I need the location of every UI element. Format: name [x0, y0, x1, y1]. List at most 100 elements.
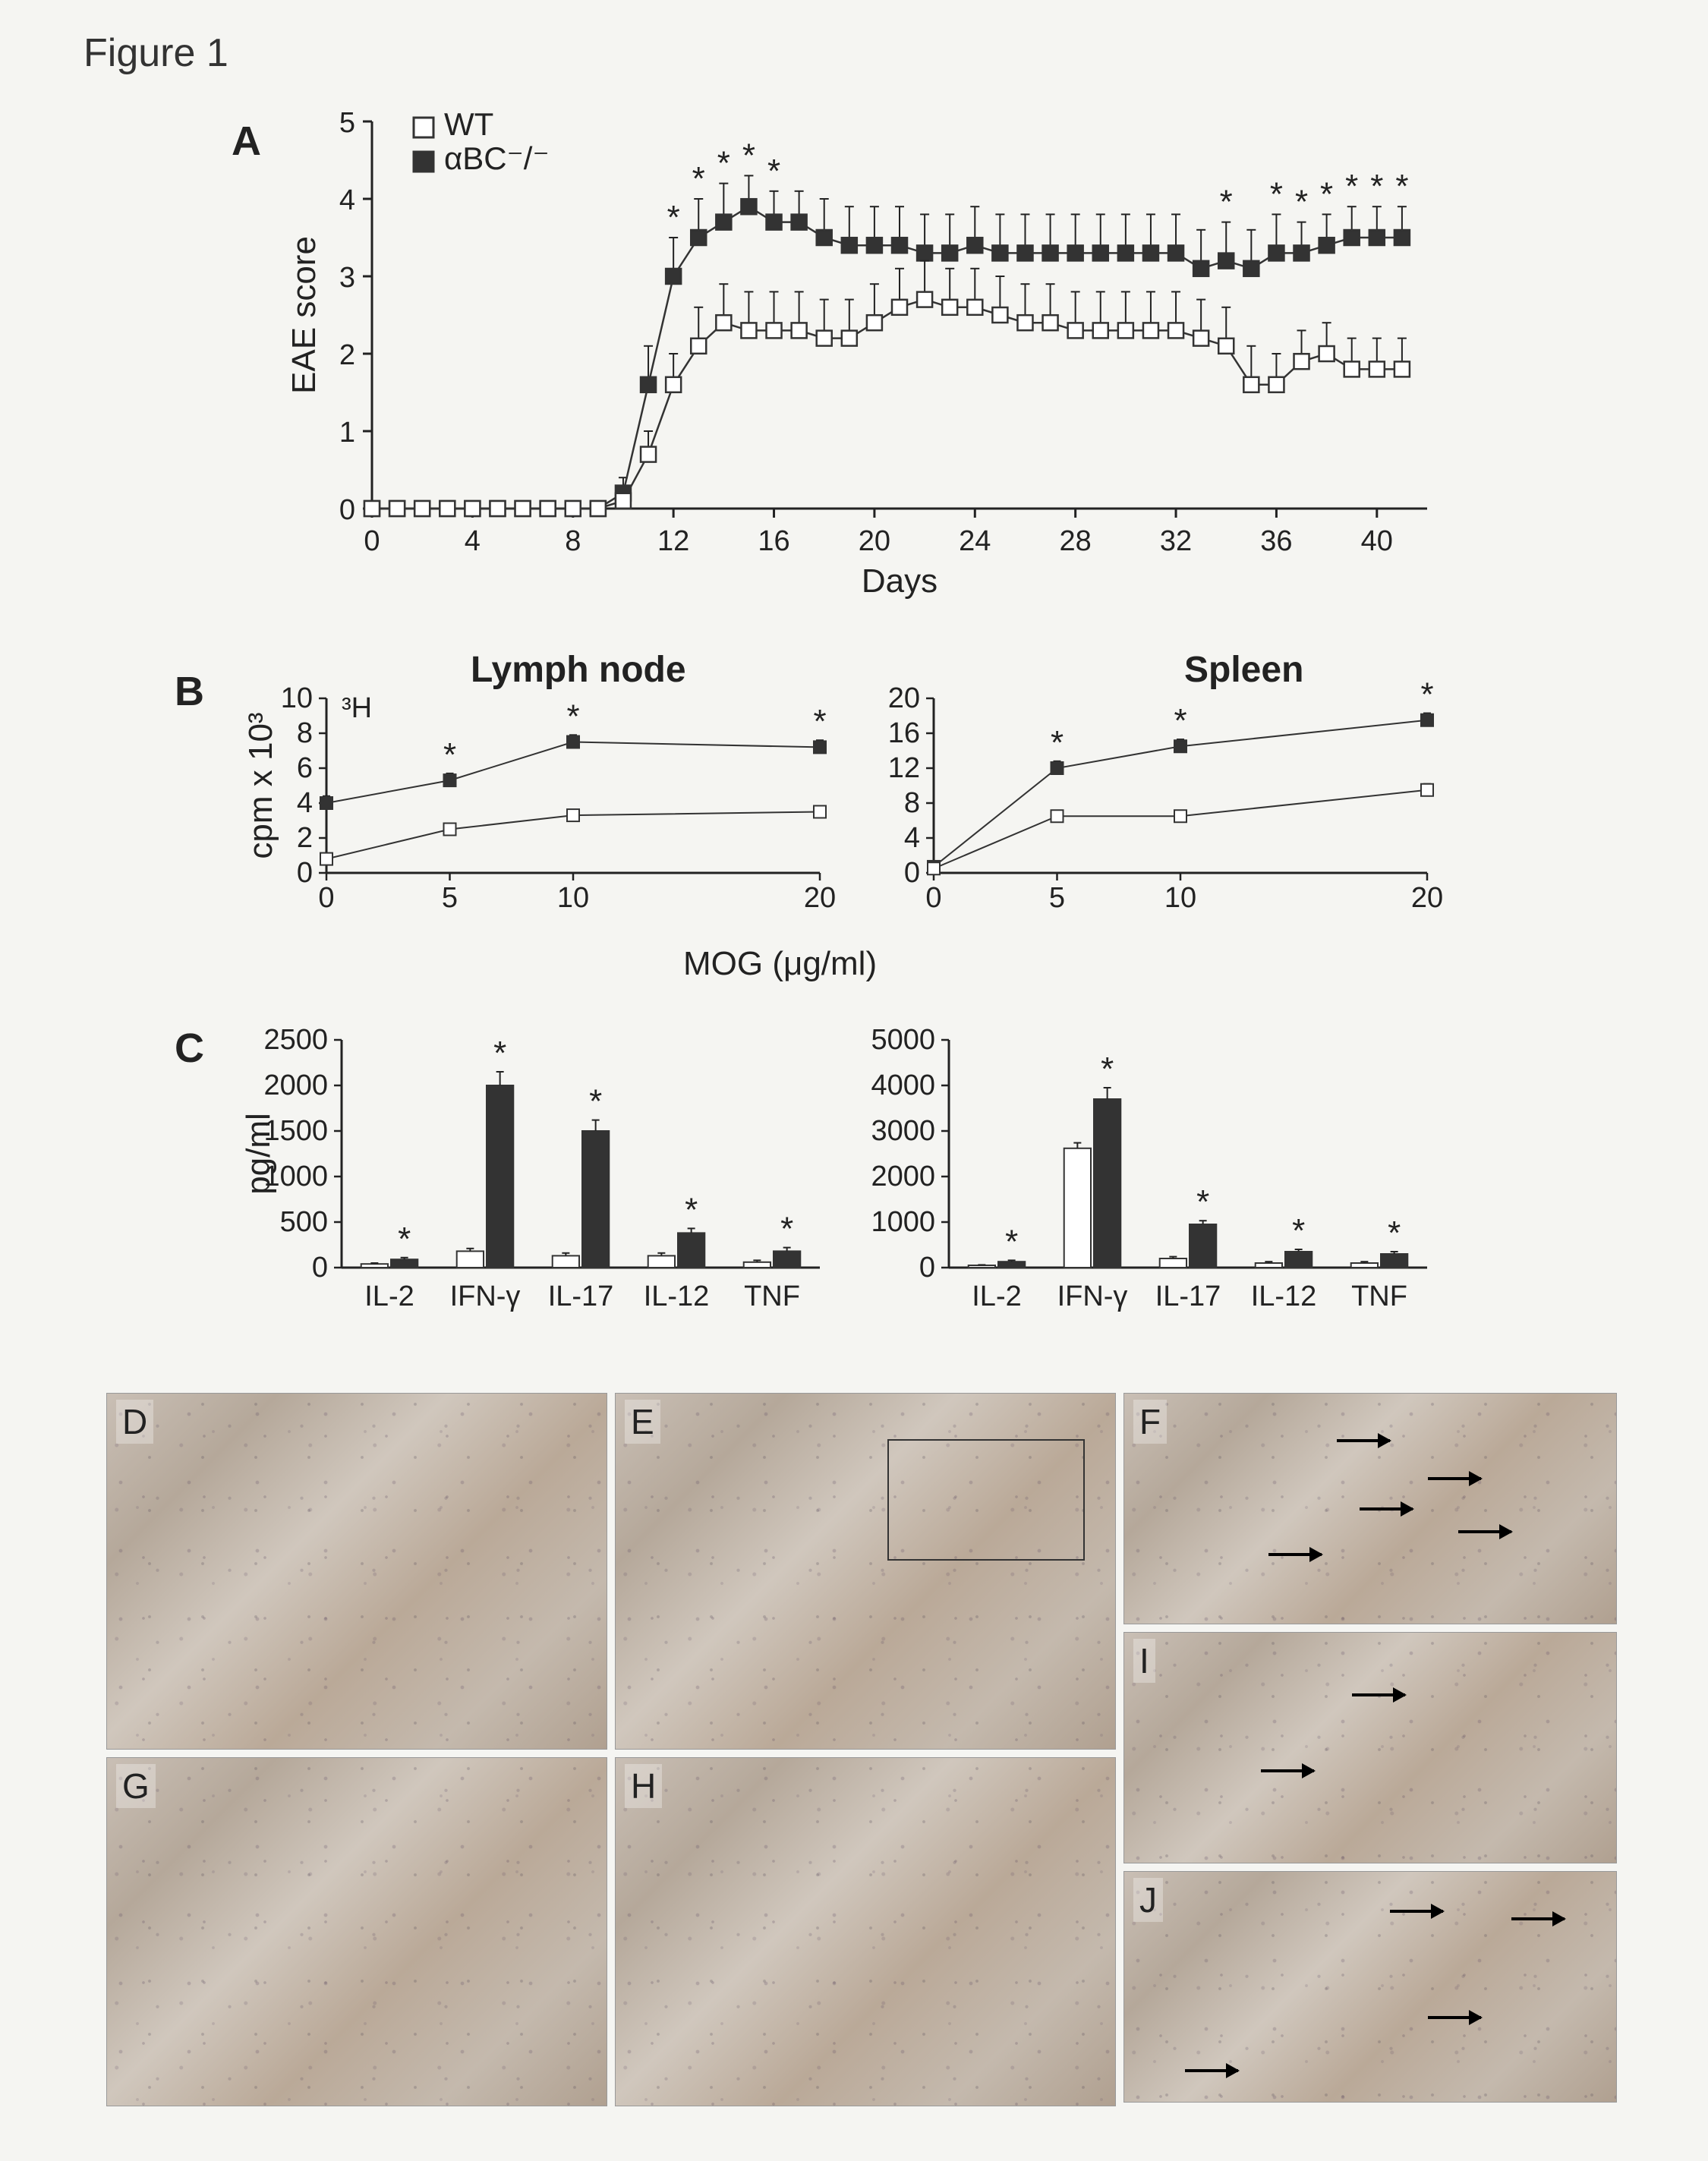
histology-panel-e: E — [615, 1393, 1116, 1750]
svg-text:20: 20 — [859, 525, 890, 557]
svg-text:TNF: TNF — [1351, 1281, 1407, 1312]
svg-text:10: 10 — [281, 682, 313, 714]
svg-text:*: * — [1220, 184, 1233, 221]
histology-label-g: G — [116, 1764, 156, 1808]
svg-text:*: * — [685, 1191, 698, 1228]
svg-text:12: 12 — [888, 752, 920, 784]
panel-c-label: C — [175, 1025, 204, 1072]
svg-text:IL-2: IL-2 — [364, 1281, 414, 1312]
arrow-icon — [1352, 1693, 1405, 1696]
svg-text:36: 36 — [1260, 525, 1292, 557]
svg-text:IL-17: IL-17 — [1155, 1281, 1221, 1312]
svg-text:16: 16 — [758, 525, 789, 557]
inset-box — [887, 1439, 1085, 1561]
svg-text:cpm x 10³: cpm x 10³ — [242, 712, 279, 858]
svg-text:0: 0 — [297, 857, 313, 889]
histology-panel-j: J — [1123, 1871, 1617, 2103]
svg-text:0: 0 — [364, 525, 380, 557]
panel-a-chart: 0123450481216202428323640EAE scoreDays**… — [288, 99, 1442, 600]
svg-text:4: 4 — [904, 822, 920, 854]
svg-text:4: 4 — [297, 787, 313, 819]
svg-text:1: 1 — [339, 417, 355, 449]
svg-text:8: 8 — [565, 525, 581, 557]
svg-text:5: 5 — [1049, 882, 1065, 914]
figure-title: Figure 1 — [84, 30, 228, 76]
histology-label-i: I — [1133, 1639, 1155, 1683]
histology-panel-h: H — [615, 1757, 1116, 2106]
svg-text:*: * — [1051, 724, 1064, 761]
svg-text:6: 6 — [297, 752, 313, 784]
svg-text:16: 16 — [888, 717, 920, 749]
svg-text:500: 500 — [280, 1206, 328, 1238]
svg-text:EAE score: EAE score — [285, 236, 323, 394]
svg-text:4: 4 — [465, 525, 481, 557]
histology-label-d: D — [116, 1400, 153, 1444]
svg-text:12: 12 — [657, 525, 689, 557]
svg-text:IFN-γ: IFN-γ — [450, 1281, 521, 1312]
svg-text:³H: ³H — [342, 692, 372, 724]
svg-text:2: 2 — [297, 822, 313, 854]
panel-b-chart-spleen: 048121620051020*** — [858, 683, 1442, 926]
histology-panel-f: F — [1123, 1393, 1617, 1624]
svg-text:8: 8 — [297, 717, 313, 749]
svg-text:*: * — [1270, 175, 1283, 213]
arrow-icon — [1268, 1553, 1322, 1556]
histology-grid: D E F G H I J — [106, 1393, 1602, 2106]
svg-text:*: * — [1174, 702, 1186, 739]
arrow-icon — [1185, 2069, 1238, 2072]
panel-b-xlabel: MOG (μg/ml) — [683, 945, 877, 983]
svg-text:pg/ml: pg/ml — [240, 1113, 277, 1195]
panel-b-label: B — [175, 668, 204, 715]
svg-text:*: * — [780, 1211, 793, 1248]
svg-text:2: 2 — [339, 339, 355, 371]
svg-text:40: 40 — [1361, 525, 1393, 557]
svg-text:*: * — [692, 160, 705, 197]
svg-text:*: * — [443, 736, 456, 773]
svg-text:IL-12: IL-12 — [1251, 1281, 1317, 1312]
svg-text:*: * — [566, 698, 579, 735]
svg-text:αBC⁻/⁻: αBC⁻/⁻ — [444, 140, 550, 176]
svg-text:IL-17: IL-17 — [548, 1281, 614, 1312]
svg-text:*: * — [1320, 175, 1333, 213]
svg-text:IL-2: IL-2 — [972, 1281, 1021, 1312]
svg-text:0: 0 — [919, 1252, 935, 1284]
svg-text:IFN-γ: IFN-γ — [1057, 1281, 1128, 1312]
svg-text:*: * — [717, 145, 730, 182]
svg-text:0: 0 — [339, 494, 355, 526]
svg-text:*: * — [1395, 168, 1408, 205]
svg-text:*: * — [1292, 1212, 1305, 1249]
svg-text:3: 3 — [339, 262, 355, 294]
panel-b-chart-lymph: 0246810051020cpm x 10³³H*** — [251, 683, 835, 926]
svg-text:3000: 3000 — [871, 1115, 935, 1147]
panel-c-chart-right: 010002000300040005000*IL-2*IFN-γ*IL-17*I… — [858, 1017, 1442, 1336]
svg-text:20: 20 — [888, 682, 920, 714]
histology-panel-i: I — [1123, 1632, 1617, 1863]
svg-text:5000: 5000 — [871, 1024, 935, 1056]
arrow-icon — [1261, 1769, 1314, 1772]
panel-c-chart-left: 05001000150020002500pg/ml*IL-2*IFN-γ*IL-… — [251, 1017, 835, 1336]
arrow-icon — [1390, 1910, 1443, 1913]
svg-text:IL-12: IL-12 — [644, 1281, 710, 1312]
svg-text:1000: 1000 — [871, 1206, 935, 1238]
histology-panel-g: G — [106, 1757, 607, 2106]
arrow-icon — [1428, 2016, 1481, 2019]
svg-text:*: * — [398, 1221, 411, 1258]
svg-text:*: * — [813, 703, 826, 740]
svg-text:*: * — [1295, 184, 1308, 221]
arrow-icon — [1337, 1439, 1390, 1442]
svg-text:TNF: TNF — [744, 1281, 800, 1312]
arrow-icon — [1428, 1477, 1481, 1480]
histology-label-f: F — [1133, 1400, 1167, 1444]
svg-text:*: * — [767, 153, 780, 190]
svg-text:4000: 4000 — [871, 1069, 935, 1101]
svg-text:8: 8 — [904, 787, 920, 819]
svg-text:*: * — [1101, 1051, 1114, 1088]
svg-text:4: 4 — [339, 184, 355, 216]
svg-text:WT: WT — [444, 106, 493, 142]
svg-text:*: * — [1345, 168, 1358, 205]
svg-text:2000: 2000 — [871, 1161, 935, 1192]
arrow-icon — [1458, 1530, 1511, 1533]
svg-text:*: * — [493, 1035, 506, 1072]
svg-text:0: 0 — [904, 857, 920, 889]
svg-text:10: 10 — [1164, 882, 1196, 914]
